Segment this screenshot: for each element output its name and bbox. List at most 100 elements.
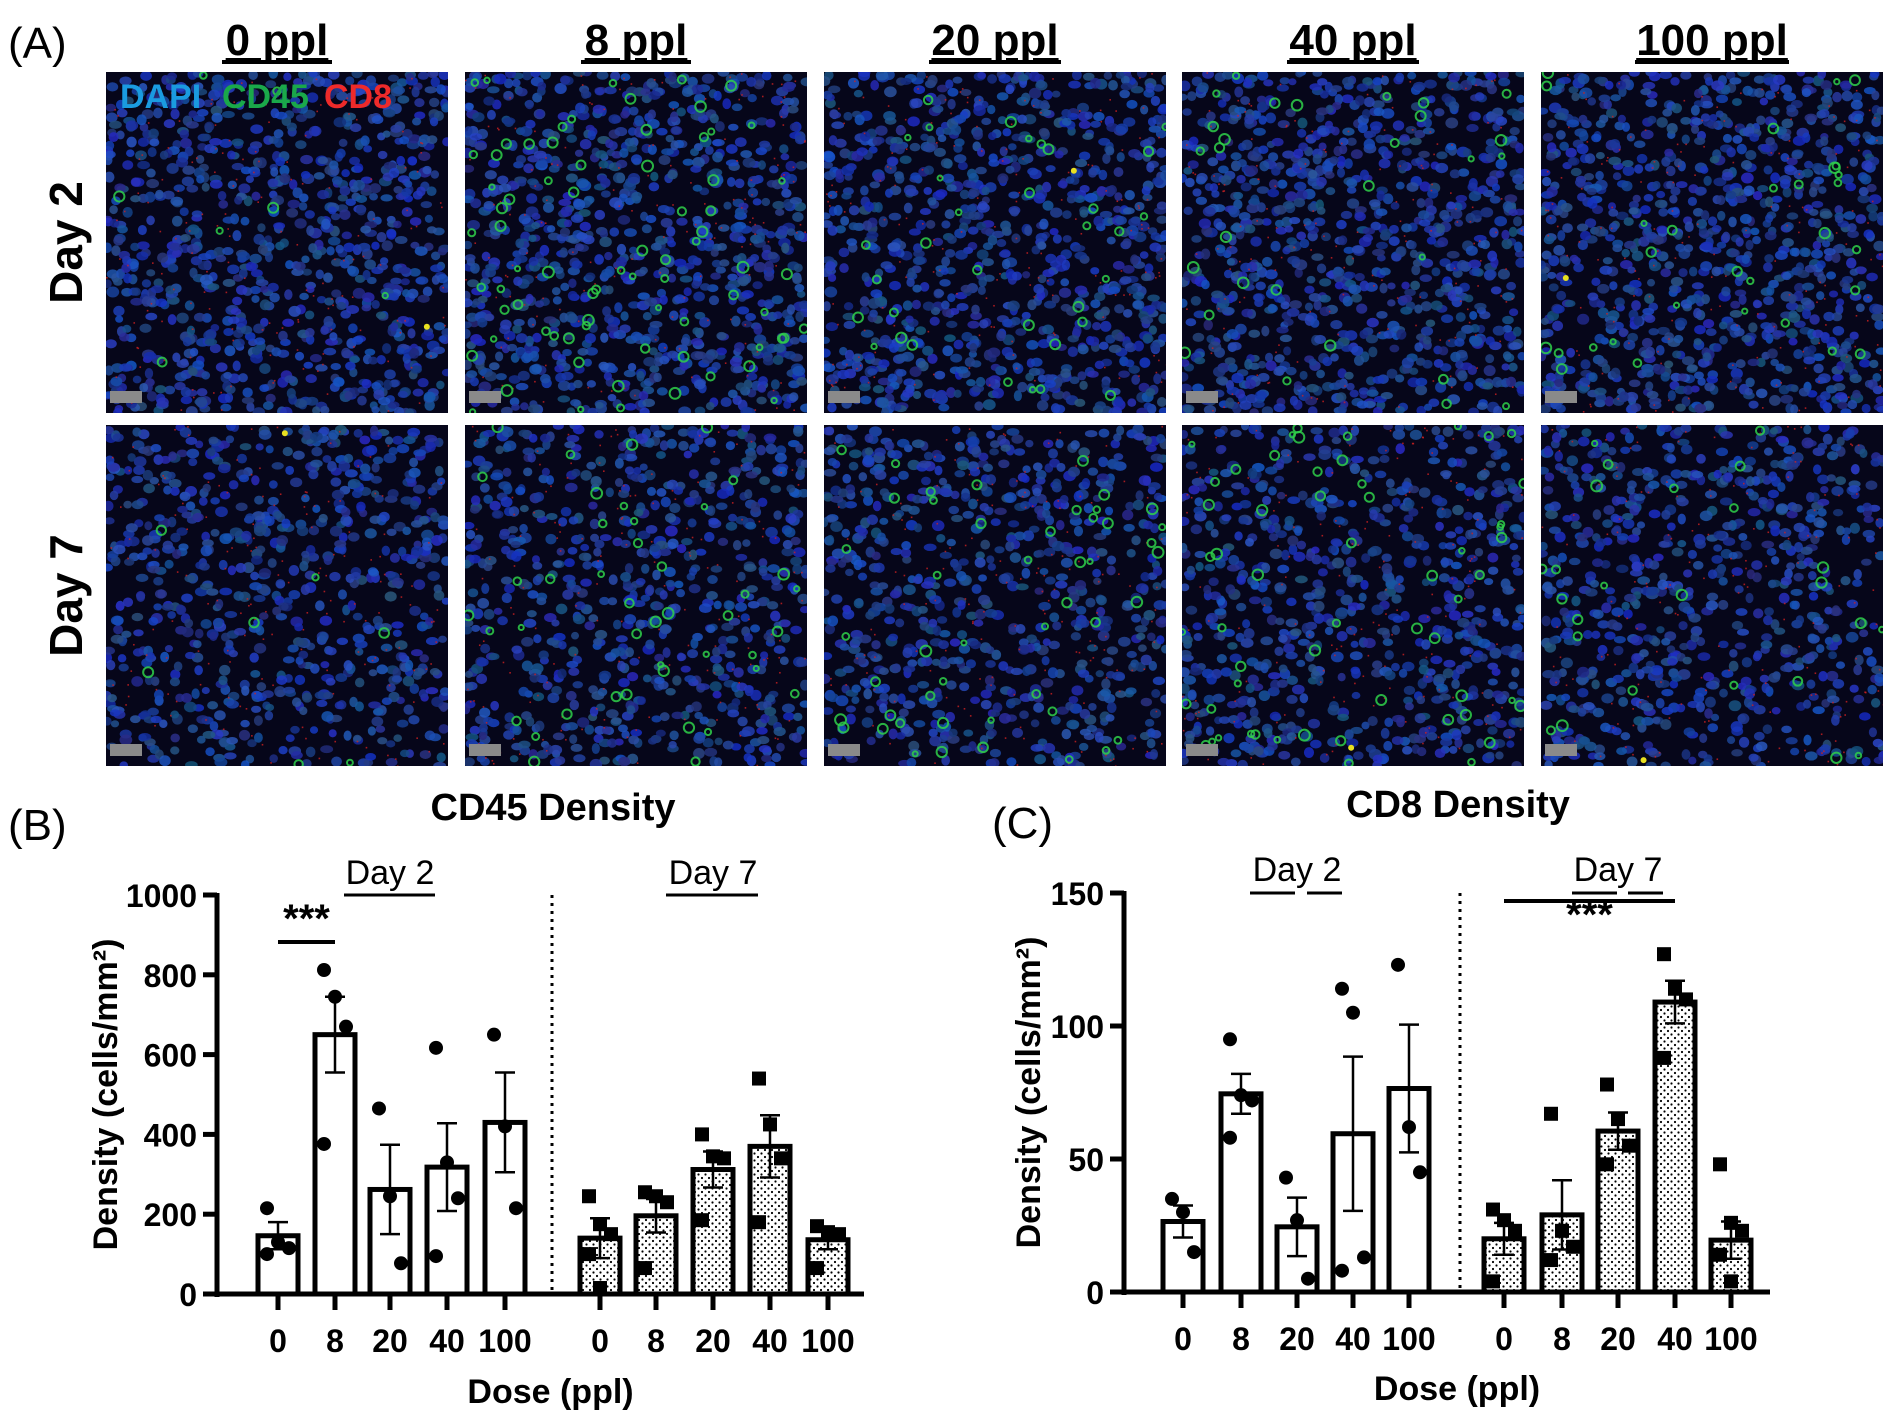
- cd8-speck: [879, 179, 882, 182]
- nucleus: [585, 347, 598, 356]
- nucleus: [1304, 302, 1314, 312]
- nucleus: [1548, 255, 1560, 267]
- nucleus: [362, 269, 371, 281]
- cd8-speck: [993, 326, 995, 328]
- cd8-speck: [1316, 398, 1319, 400]
- nucleus: [380, 194, 393, 202]
- cd8-speck: [1267, 236, 1269, 239]
- nucleus: [315, 364, 328, 372]
- nucleus: [694, 406, 706, 413]
- nucleus: [1555, 404, 1566, 413]
- nucleus: [1330, 320, 1343, 330]
- cd8-speck: [1155, 371, 1158, 374]
- nucleus: [1330, 353, 1339, 362]
- nucleus: [1546, 142, 1557, 153]
- cd8-speck: [1500, 198, 1503, 200]
- cd45-cell: [500, 138, 512, 150]
- nucleus: [508, 375, 521, 384]
- nucleus: [1271, 137, 1284, 147]
- nucleus: [1310, 318, 1320, 328]
- cd8-speck: [587, 386, 590, 389]
- cd45-cell: [1324, 339, 1337, 352]
- cd45-cell: [640, 123, 653, 136]
- nucleus: [1833, 144, 1844, 154]
- nucleus: [472, 298, 481, 306]
- cd8-speck: [1144, 271, 1147, 274]
- cd8-speck: [618, 167, 620, 169]
- cd8-speck: [1037, 276, 1040, 279]
- nucleus: [269, 292, 280, 303]
- nucleus: [667, 273, 677, 283]
- nucleus: [859, 395, 872, 405]
- nucleus: [1468, 407, 1479, 413]
- nucleus: [227, 264, 240, 275]
- nucleus: [1763, 262, 1773, 273]
- nucleus: [739, 89, 750, 98]
- cd8-speck: [1439, 339, 1442, 341]
- cd8-speck: [509, 97, 511, 99]
- cd8-speck: [672, 108, 675, 110]
- nucleus: [627, 363, 637, 372]
- nucleus: [349, 156, 361, 166]
- nucleus: [1370, 221, 1381, 231]
- nucleus: [1010, 316, 1021, 326]
- cd8-speck: [1429, 131, 1432, 133]
- nucleus: [106, 242, 112, 254]
- cd8-speck: [315, 78, 318, 81]
- cd45-cell: [503, 193, 516, 206]
- cd8-speck: [524, 214, 526, 216]
- nucleus: [1265, 360, 1277, 371]
- cd8-speck: [1186, 144, 1188, 146]
- nucleus: [409, 217, 422, 226]
- nucleus: [192, 98, 205, 109]
- nucleus: [1541, 250, 1552, 260]
- cd8-speck: [1494, 393, 1497, 396]
- nucleus: [824, 161, 834, 169]
- nucleus: [353, 84, 366, 96]
- nucleus: [1603, 99, 1612, 110]
- nucleus: [854, 114, 865, 126]
- cd45-cell: [541, 326, 551, 337]
- cd8-speck: [891, 152, 893, 154]
- nucleus: [1261, 218, 1272, 226]
- nucleus: [484, 313, 494, 322]
- nucleus: [1231, 372, 1244, 384]
- nucleus: [1065, 176, 1075, 184]
- nucleus: [1158, 407, 1166, 413]
- nucleus: [878, 216, 888, 228]
- nucleus: [357, 395, 367, 406]
- nucleus: [323, 272, 333, 283]
- nucleus: [1067, 190, 1080, 199]
- nucleus: [1349, 389, 1359, 398]
- nucleus: [1182, 108, 1192, 116]
- nucleus: [146, 391, 158, 402]
- cd8-speck: [1371, 274, 1374, 277]
- nucleus: [1316, 206, 1326, 215]
- nucleus: [557, 395, 571, 403]
- nucleus: [1136, 407, 1148, 413]
- nucleus: [907, 116, 920, 127]
- nucleus: [511, 78, 521, 88]
- nucleus: [387, 401, 400, 409]
- nucleus: [1515, 142, 1524, 154]
- cd8-speck: [1455, 282, 1457, 285]
- nucleus: [847, 77, 860, 89]
- cd8-speck: [1099, 281, 1102, 284]
- nucleus: [875, 125, 888, 136]
- nucleus: [764, 260, 774, 272]
- nucleus: [1158, 313, 1166, 324]
- cd8-speck: [351, 296, 354, 299]
- nucleus: [606, 324, 619, 333]
- nucleus: [1782, 186, 1792, 198]
- cd45-cell: [698, 132, 710, 143]
- nucleus: [1799, 247, 1810, 257]
- cd8-speck: [357, 234, 360, 237]
- cd8-speck: [540, 221, 543, 224]
- cd8-speck: [442, 286, 444, 289]
- cd8-speck: [1304, 163, 1307, 165]
- cd8-speck: [1052, 78, 1054, 80]
- nucleus: [600, 332, 609, 343]
- nucleus: [1389, 224, 1399, 234]
- nucleus: [742, 157, 756, 168]
- cd45-cell: [1023, 187, 1035, 199]
